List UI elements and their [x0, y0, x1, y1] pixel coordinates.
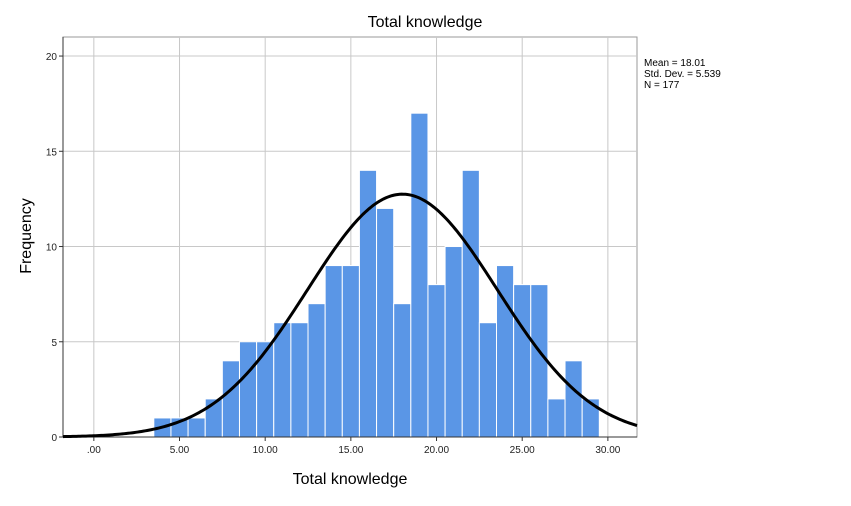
histogram-bar [238, 341, 258, 438]
plot-area: .00 5.00 10.00 15.00 20.00 25.00 30.00 0 5 10 15 20 [46, 36, 638, 456]
histogram-bar [307, 303, 326, 438]
histogram-bar [461, 169, 480, 438]
histogram-bar [187, 417, 206, 438]
stats-mean: Mean = 18.01 [644, 58, 706, 69]
y-tick-label: 0 [51, 433, 57, 444]
x-tick-label: 5.00 [170, 445, 190, 456]
histogram-bar [547, 398, 566, 438]
histogram-bar [256, 341, 275, 438]
stats-n: N = 177 [644, 80, 680, 91]
stats-std-dev: Std. Dev. = 5.539 [644, 69, 721, 80]
y-axis-title: Frequency [18, 198, 35, 274]
x-tick-label: 20.00 [424, 445, 449, 456]
histogram-bar [478, 322, 497, 438]
y-tick-label: 10 [46, 243, 58, 254]
y-tick-label: 15 [46, 147, 58, 158]
x-tick-label: 30.00 [595, 445, 620, 456]
histogram-bar [376, 207, 395, 438]
histogram-bar [273, 322, 292, 438]
y-tick-label: 5 [51, 338, 57, 349]
x-tick-label: .00 [87, 445, 101, 456]
histogram-bar [341, 265, 360, 438]
chart-title: Total knowledge [368, 14, 483, 31]
x-tick-label: 10.00 [253, 445, 278, 456]
histogram-bar [444, 246, 463, 438]
y-tick-label: 20 [46, 52, 58, 63]
x-axis-title: Total knowledge [293, 471, 408, 488]
histogram-bar [513, 284, 532, 438]
histogram-bar [290, 322, 309, 438]
histogram-bar [393, 303, 412, 438]
histogram-bar [410, 112, 429, 438]
x-tick-label: 15.00 [338, 445, 363, 456]
histogram-bar [221, 360, 240, 438]
normal-curve [62, 192, 638, 439]
histogram-bar [427, 284, 446, 438]
stats-legend: Mean = 18.01 Std. Dev. = 5.539 N = 177 [644, 58, 721, 91]
x-tick-label: 25.00 [510, 445, 535, 456]
histogram-bar [564, 360, 583, 438]
histogram-bar [324, 265, 343, 438]
